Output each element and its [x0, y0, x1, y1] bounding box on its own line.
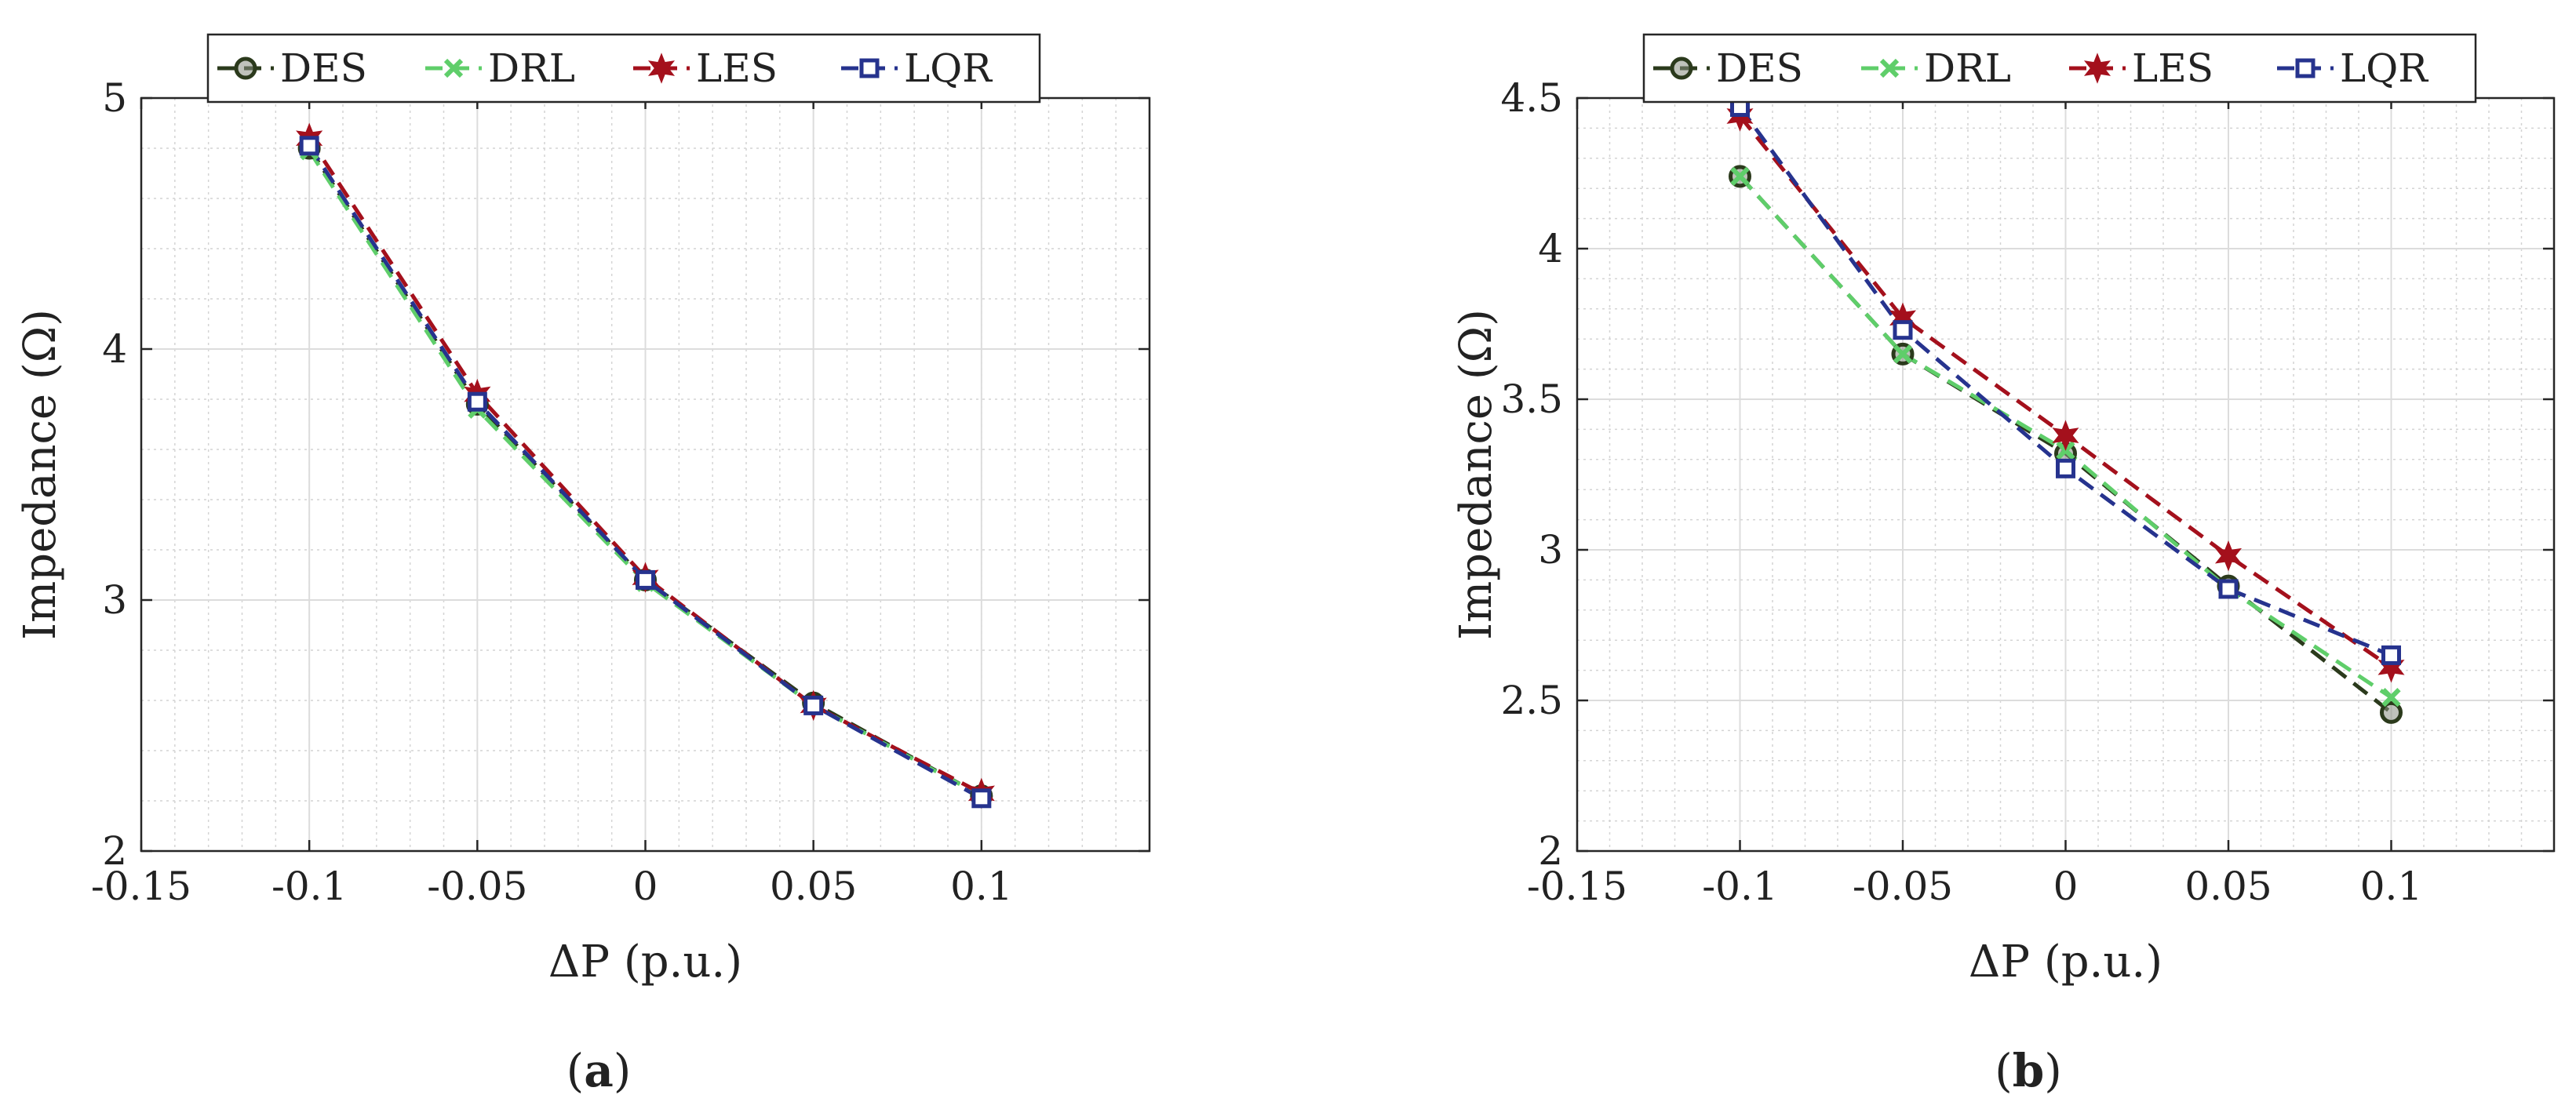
data-point-drl [2381, 688, 2401, 707]
data-point-les [2377, 652, 2405, 683]
data-point-drl [1730, 166, 1750, 186]
panel-a-chart: -0.15 -0.1 -0.05 0 0.05 0.1 2 3 4 5 ΔP (p.u.) Imped… [15, 33, 1151, 988]
y-tick-label: 2 [1538, 828, 1563, 874]
legend-label-drl: DRL [488, 45, 575, 91]
legend-box [1642, 33, 2477, 104]
legend: DES DRL LES LQR [206, 33, 1041, 104]
data-point-lqr [2056, 458, 2075, 478]
x-tick-label: -0.1 [271, 864, 347, 909]
x-tick-label: -0.05 [427, 864, 527, 909]
x-tick-label: 0.1 [950, 864, 1013, 909]
data-point-lqr [2381, 645, 2401, 665]
data-point-lqr [467, 391, 487, 412]
y-tick-label: 3 [1538, 527, 1563, 573]
y-tick-label: 2 [102, 828, 127, 874]
data-point-drl [1893, 344, 1913, 364]
legend-marker-lqr [859, 58, 880, 78]
legend-marker-drl [1879, 58, 1900, 78]
x-tick-label: 0.05 [770, 864, 857, 909]
y-tick-label: 4 [1538, 226, 1563, 271]
x-tick-label: -0.05 [1853, 864, 1953, 909]
y-tick-label: 3.5 [1500, 376, 1563, 422]
data-point-des [2380, 700, 2403, 724]
data-point-lqr [1893, 320, 1913, 340]
x-tick-label: 0.1 [2360, 864, 2423, 909]
y-axis-label: Impedance (Ω) [1451, 309, 1502, 640]
legend-label-lqr: LQR [2340, 45, 2428, 91]
x-axis-label: ΔP (p.u.) [1969, 937, 2162, 988]
y-tick-label: 2.5 [1500, 678, 1563, 723]
y-tick-label: 5 [102, 75, 127, 121]
legend-marker-des [234, 56, 257, 80]
legend-label-lqr: LQR [904, 45, 993, 91]
data-point-lqr [299, 136, 319, 156]
x-tick-label: 0 [2053, 864, 2079, 909]
panel-a-caption: (a) [567, 1044, 632, 1097]
y-tick-label: 4 [102, 326, 127, 372]
legend-marker-des [1670, 56, 1693, 80]
legend-marker-lqr [2295, 58, 2315, 78]
panel-b-chart: -0.15 -0.1 -0.05 0 0.05 0.1 2 2.5 3 3.5 4 4.5 ΔP (p.… [1451, 33, 2556, 988]
legend: DES DRL LES LQR [1642, 33, 2477, 104]
data-point-les [2052, 420, 2079, 451]
data-point-lqr [803, 695, 824, 715]
y-tick-label: 4.5 [1500, 75, 1563, 121]
x-tick-label: -0.15 [91, 864, 191, 909]
legend-label-des: DES [280, 45, 367, 91]
data-point-lqr [2218, 579, 2239, 599]
legend-marker-drl [443, 58, 464, 78]
legend-label-les: LES [2132, 45, 2213, 91]
data-point-lqr [971, 788, 992, 809]
legend-box [206, 33, 1041, 104]
x-tick-label: -0.15 [1527, 864, 1627, 909]
x-axis-label: ΔP (p.u.) [548, 937, 742, 988]
panel-b-caption: (b) [1995, 1044, 2062, 1097]
series-line-les [308, 136, 982, 795]
y-axis-label: Impedance (Ω) [15, 309, 66, 640]
x-tick-label: 0.05 [2184, 864, 2272, 909]
legend-label-les: LES [696, 45, 778, 91]
x-tick-label: 0 [633, 864, 658, 909]
data-point-lqr [636, 569, 655, 590]
legend-marker-les [2083, 53, 2111, 84]
legend-marker-les [647, 53, 676, 84]
x-tick-label: -0.1 [1702, 864, 1777, 909]
legend-label-des: DES [1716, 45, 1803, 91]
legend-label-drl: DRL [1924, 45, 2011, 91]
data-point-les [2214, 540, 2243, 572]
y-tick-label: 3 [102, 577, 127, 623]
